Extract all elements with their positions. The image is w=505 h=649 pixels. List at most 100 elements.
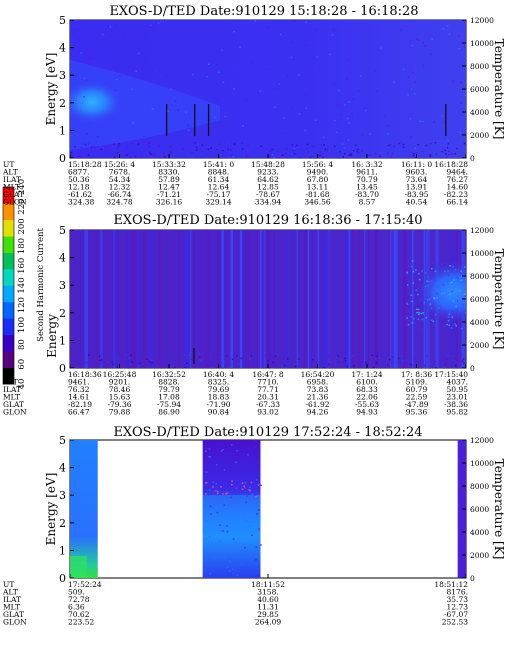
speckle — [441, 263, 443, 265]
speckle — [280, 365, 283, 368]
speckle — [337, 356, 339, 358]
speckle — [294, 116, 296, 118]
y2tick-label: 0 — [470, 364, 475, 373]
orbit-cell: 15:48:28 — [251, 160, 285, 169]
speckle — [391, 152, 394, 154]
speckle — [426, 299, 429, 301]
speckle — [296, 358, 299, 361]
speckle — [328, 363, 330, 365]
speckle — [340, 149, 343, 151]
speckle — [431, 304, 433, 306]
speckle — [98, 359, 101, 362]
speckle — [282, 114, 284, 116]
speckle — [298, 156, 301, 158]
speckle — [304, 144, 307, 146]
speckle — [237, 360, 240, 362]
speckle — [200, 148, 203, 150]
speckle — [386, 94, 388, 96]
speckle — [293, 20, 296, 22]
speckle — [425, 144, 428, 147]
speckle — [341, 143, 344, 145]
speckle — [413, 318, 415, 320]
speckle — [430, 82, 432, 84]
speckle — [451, 281, 453, 284]
speckle — [313, 364, 316, 367]
speckle — [249, 525, 251, 527]
y2tick-label: 10000 — [470, 39, 494, 48]
ytick-label: 0 — [59, 152, 66, 165]
speckle — [305, 44, 307, 46]
orbit-cell: 73.83 — [307, 385, 329, 394]
orbit-cell: 8325. — [208, 378, 229, 387]
speckle — [454, 153, 456, 155]
data-interval — [457, 440, 466, 578]
speckle — [379, 357, 381, 359]
colorbar-swatch — [3, 367, 14, 385]
speckle — [250, 488, 253, 491]
speckle — [263, 142, 266, 144]
orbit-cell: 13.45 — [356, 183, 378, 192]
orbit-cell: 18:11:52 — [251, 580, 285, 589]
speckle — [432, 320, 435, 323]
speckle — [414, 81, 417, 83]
speckle — [148, 361, 151, 363]
orbit-cell: 9603. — [406, 168, 427, 177]
speckle — [274, 77, 277, 79]
speckle — [298, 113, 301, 115]
speckle — [397, 357, 400, 360]
speckle — [413, 152, 415, 155]
speckle — [241, 488, 244, 490]
speckle — [215, 99, 218, 102]
speckle — [305, 21, 307, 23]
orbit-cell: 22.59 — [406, 393, 428, 402]
ytick-label: 2 — [59, 517, 66, 530]
speckle — [195, 146, 198, 149]
speckle — [342, 361, 345, 363]
speckle — [219, 540, 221, 542]
time-stripe — [345, 230, 349, 368]
speckle — [291, 144, 294, 146]
speckle — [417, 318, 420, 320]
speckle — [455, 305, 457, 308]
speckle — [375, 90, 378, 93]
panel-3: EXOS-D/TED Date:910129 17:52:24 - 18:52:… — [44, 425, 505, 579]
orbit-cell: 70.79 — [356, 175, 378, 184]
speckle — [212, 355, 215, 358]
speckle — [100, 146, 103, 148]
speckle — [236, 363, 239, 365]
speckle — [222, 449, 224, 451]
speckle — [132, 121, 135, 124]
speckle — [236, 449, 238, 452]
speckle — [464, 94, 466, 97]
speckle — [252, 504, 255, 507]
speckle — [73, 155, 76, 157]
speckle — [348, 154, 351, 156]
speckle — [322, 361, 324, 364]
speckle — [98, 355, 101, 357]
orbit-cell: 9611. — [356, 168, 377, 177]
speckle — [230, 560, 232, 563]
time-stripe — [193, 230, 195, 368]
orbit-cell: 79.69 — [208, 385, 230, 394]
speckle — [86, 133, 89, 135]
speckle — [226, 531, 229, 533]
speckle — [192, 73, 194, 76]
speckle — [391, 356, 394, 358]
orbit-cell: 17: 8:36 — [401, 370, 433, 379]
speckle — [406, 317, 408, 319]
speckle — [312, 145, 315, 147]
speckle — [191, 151, 193, 154]
speckle — [422, 64, 425, 67]
speckle — [85, 157, 87, 158]
speckle — [440, 111, 443, 113]
speckle — [365, 360, 368, 362]
orbit-cell: 57.89 — [158, 175, 180, 184]
speckle — [207, 63, 210, 65]
speckle — [162, 156, 164, 158]
speckle — [171, 147, 174, 150]
speckle — [445, 358, 448, 361]
orbit-cell: 12.18 — [68, 183, 90, 192]
colorbar-tick-label: 80 — [17, 339, 27, 350]
speckle — [190, 358, 193, 361]
speckle — [442, 28, 444, 30]
